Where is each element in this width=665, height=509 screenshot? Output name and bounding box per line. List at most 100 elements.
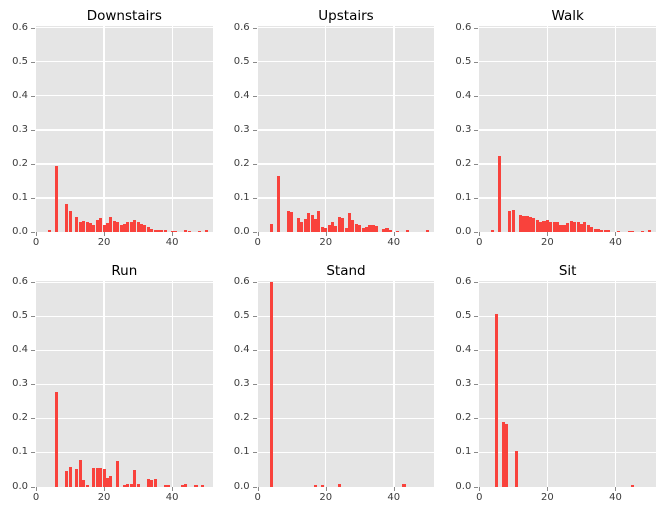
- histogram-bar: [129, 483, 133, 487]
- tick-mark: [257, 232, 259, 236]
- gridline-horizontal: [36, 27, 213, 29]
- histogram-bar: [505, 423, 509, 487]
- histogram-bar: [163, 485, 167, 487]
- gridline-horizontal: [479, 451, 656, 454]
- tick-mark: [474, 61, 479, 63]
- x-axis-tick-labels: 0 20 40: [254, 486, 435, 509]
- y-tick-label: 0.2: [455, 412, 472, 424]
- gridline-horizontal: [479, 129, 656, 131]
- y-tick-label: 0.4: [12, 344, 28, 356]
- histogram-bar: [539, 221, 543, 232]
- gridline-horizontal: [36, 129, 213, 131]
- histogram-bar: [545, 220, 549, 232]
- plot-area: [257, 26, 435, 232]
- tick-mark: [325, 232, 327, 236]
- y-axis-tick-labels: 0.0 0.1 0.2 0.3 0.4 0.5 0.6: [0, 22, 36, 237]
- y-tick-label: 0.4: [12, 89, 28, 101]
- histogram-bar: [303, 219, 307, 232]
- gridline-horizontal: [257, 315, 435, 317]
- x-tick-label: 20: [97, 237, 111, 248]
- tick-mark: [31, 197, 35, 199]
- y-tick-label: 0.1: [455, 446, 472, 458]
- histogram-bar: [92, 468, 96, 487]
- histogram-bar: [92, 225, 96, 232]
- x-tick-label: 0: [476, 237, 483, 248]
- y-tick-label: 0.3: [12, 378, 28, 390]
- plot-area: [36, 26, 213, 232]
- gridline-horizontal: [257, 417, 435, 420]
- tick-mark: [252, 452, 257, 454]
- tick-mark: [31, 418, 35, 420]
- histogram-bar: [65, 203, 69, 232]
- gridline-vertical: [393, 280, 395, 487]
- gridline-vertical: [614, 26, 617, 232]
- histogram-bar: [334, 225, 338, 232]
- tick-mark: [393, 486, 395, 491]
- y-tick-label: 0.6: [455, 276, 472, 288]
- histogram-bar: [160, 230, 164, 232]
- gridline-horizontal: [36, 61, 213, 63]
- histogram-bar: [542, 221, 546, 232]
- gridline-horizontal: [257, 95, 435, 97]
- histogram-bar: [549, 221, 553, 232]
- tick-mark: [31, 316, 35, 318]
- y-tick-label: 0.1: [233, 191, 250, 203]
- histogram-bar: [65, 471, 69, 487]
- x-axis-tick-labels: 0 20 40: [254, 232, 435, 254]
- histogram-bar: [174, 230, 178, 232]
- tick-mark: [31, 282, 35, 284]
- histogram-bar: [320, 226, 324, 232]
- histogram-bar: [627, 230, 631, 232]
- y-tick-label: 0.0: [233, 480, 250, 492]
- y-axis-tick-labels: 0.0 0.1 0.2 0.3 0.4 0.5 0.6: [222, 21, 258, 237]
- tick-mark: [479, 486, 481, 491]
- x-axis-tick-labels: 0 20 40: [476, 486, 656, 509]
- x-tick-label: 40: [387, 491, 401, 503]
- tick-mark: [31, 384, 35, 386]
- histogram-bar: [331, 222, 335, 232]
- histogram-bar: [382, 229, 386, 232]
- histogram-bar: [126, 222, 130, 232]
- y-tick-label: 0.0: [455, 226, 472, 237]
- y-tick-label: 0.3: [455, 378, 472, 390]
- gridline-vertical: [103, 26, 105, 232]
- histogram-bar: [630, 484, 635, 487]
- histogram-bar: [556, 222, 560, 232]
- axes: 0.0 0.1 0.2 0.3 0.4 0.5 0.6: [222, 21, 444, 237]
- x-tick-label: 0: [32, 237, 40, 248]
- gridline-vertical: [103, 280, 105, 487]
- histogram-bar: [201, 485, 205, 487]
- y-tick-label: 0.4: [455, 89, 472, 101]
- histogram-bar: [146, 479, 150, 487]
- subplot-title: Sit: [558, 262, 577, 279]
- histogram-bar: [508, 210, 512, 232]
- y-tick-label: 0.6: [233, 21, 250, 33]
- y-tick-label: 0.5: [12, 55, 28, 67]
- histogram-bar: [320, 485, 324, 487]
- histogram-bar: [163, 230, 167, 232]
- tick-mark: [474, 316, 479, 318]
- tick-mark: [547, 232, 549, 236]
- gridline-vertical: [614, 280, 617, 487]
- y-tick-label: 0.0: [12, 480, 28, 492]
- subplot-sit: Sit 0.0 0.1 0.2 0.3 0.4 0.5 0.6 0 20 40: [443, 255, 665, 509]
- histogram-bar: [112, 220, 116, 232]
- histogram-bar: [184, 230, 188, 232]
- histogram-bar: [88, 223, 92, 232]
- gridline-horizontal: [257, 383, 435, 386]
- gridline-vertical: [171, 280, 173, 487]
- tick-mark: [615, 232, 617, 236]
- histogram-bar: [358, 224, 362, 232]
- x-tick-label: 0: [476, 491, 483, 503]
- histogram-bar: [290, 211, 294, 232]
- y-tick-label: 0.3: [233, 378, 250, 390]
- histogram-bar: [313, 219, 318, 232]
- y-tick-label: 0.1: [455, 191, 472, 203]
- tick-mark: [172, 232, 174, 236]
- x-tick-label: 0: [32, 491, 40, 503]
- y-tick-label: 0.6: [12, 276, 28, 288]
- gridline-horizontal: [479, 417, 656, 420]
- x-tick-label: 40: [609, 237, 622, 248]
- histogram-bar: [402, 483, 406, 487]
- histogram-bar: [344, 227, 348, 232]
